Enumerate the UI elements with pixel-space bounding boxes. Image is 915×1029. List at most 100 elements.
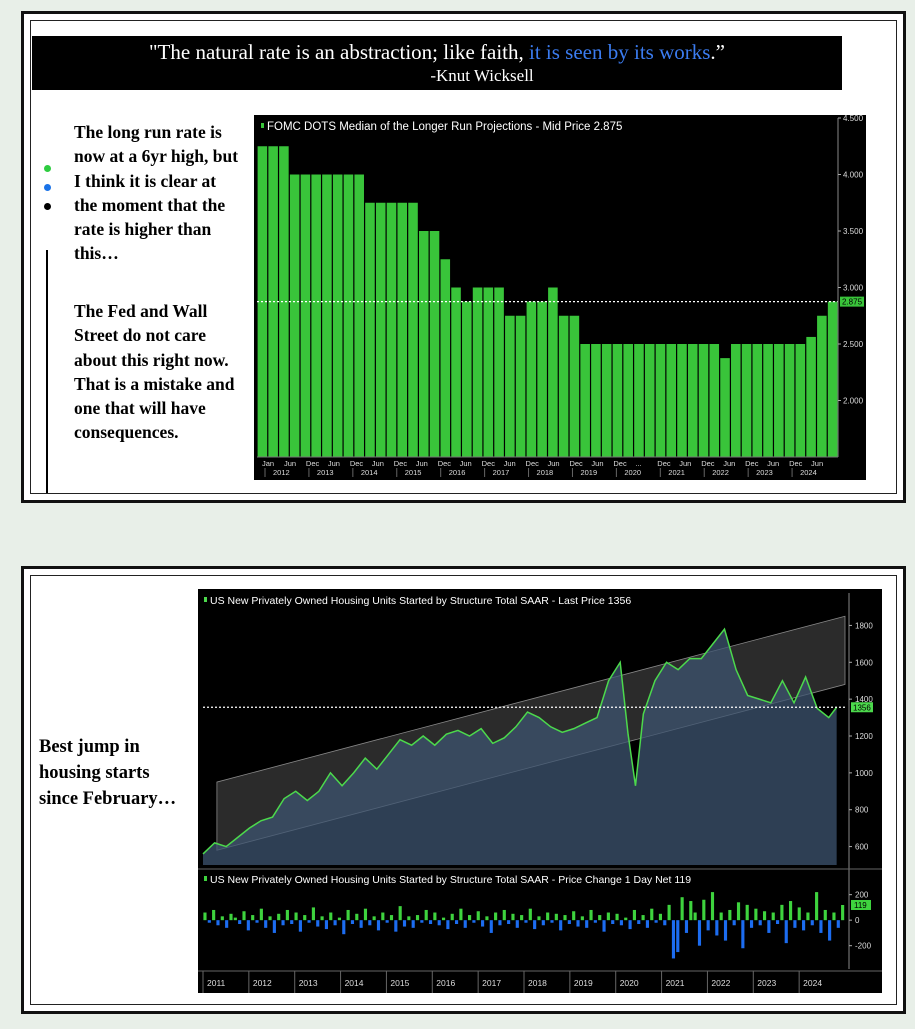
bar xyxy=(298,920,302,932)
last-value-tag xyxy=(840,296,864,307)
line-area xyxy=(203,629,837,865)
bar xyxy=(689,901,693,921)
bar xyxy=(294,912,298,921)
bar xyxy=(550,920,554,923)
y-tick-label: 1800 xyxy=(855,621,873,630)
y-tick-label: 1400 xyxy=(855,695,873,704)
x-tick-label: Dec xyxy=(745,459,759,468)
bar xyxy=(311,174,321,457)
x-tick-label: Dec xyxy=(569,459,583,468)
y-tick-label: 600 xyxy=(855,843,869,852)
bar xyxy=(731,344,741,457)
x-tick-label: Dec xyxy=(613,459,627,468)
bar xyxy=(754,908,758,921)
bar xyxy=(789,901,793,921)
last-value-tag xyxy=(851,702,873,713)
bar xyxy=(418,231,429,457)
bar xyxy=(354,174,364,457)
last-value-tag xyxy=(851,899,871,910)
bar xyxy=(483,287,494,457)
x-tick-label: Dec xyxy=(701,459,715,468)
x-year-label: 2019 xyxy=(574,978,593,988)
x-tick-label: Dec xyxy=(482,459,496,468)
bar xyxy=(728,909,732,921)
bar xyxy=(710,892,715,921)
bar xyxy=(259,908,263,921)
bar xyxy=(687,344,698,457)
bar xyxy=(706,920,710,931)
bar xyxy=(408,202,418,457)
series-line xyxy=(202,627,838,855)
bar xyxy=(810,920,814,926)
bar xyxy=(741,344,752,457)
x-year-label: 2017 xyxy=(482,978,501,988)
x-tick-label: Jun xyxy=(460,459,472,468)
bar xyxy=(589,909,593,921)
x-tick-label: Dec xyxy=(394,459,408,468)
bar xyxy=(841,904,845,921)
bar xyxy=(268,916,272,921)
bar xyxy=(644,344,655,457)
bar xyxy=(832,912,836,921)
slide-top-frame xyxy=(30,20,897,494)
bar xyxy=(307,920,311,923)
bar xyxy=(343,174,354,457)
bar xyxy=(515,920,519,928)
bar xyxy=(372,916,376,921)
bar xyxy=(485,916,489,921)
bar xyxy=(526,301,537,457)
x-tick-label: Jun xyxy=(372,459,384,468)
bar xyxy=(559,920,563,931)
chart-title: FOMC DOTS Median of the Longer Run Proje… xyxy=(267,121,622,133)
bar xyxy=(322,174,332,457)
black-bullet-icon xyxy=(44,203,51,210)
bar xyxy=(355,913,359,921)
bar xyxy=(775,920,780,924)
x-year-label: 2021 xyxy=(668,468,685,477)
bar xyxy=(677,344,687,457)
bar xyxy=(802,920,806,931)
bar xyxy=(212,909,216,921)
last-value-label: 119 xyxy=(854,901,867,910)
bar xyxy=(428,920,433,924)
x-tick-label: Dec xyxy=(657,459,671,468)
bar xyxy=(207,920,211,923)
bar xyxy=(424,909,428,921)
bar xyxy=(489,920,493,933)
bar xyxy=(632,909,636,921)
bar xyxy=(580,916,584,921)
bar xyxy=(615,913,619,921)
bar xyxy=(359,920,363,928)
bar xyxy=(593,920,597,923)
x-tick-label: Dec xyxy=(526,459,540,468)
bar xyxy=(541,920,545,926)
bar xyxy=(658,913,663,921)
y-tick-label: 4.000 xyxy=(843,171,864,180)
bar xyxy=(752,344,763,457)
bar xyxy=(693,912,697,921)
bar xyxy=(823,909,827,921)
bar xyxy=(407,916,411,921)
bar xyxy=(381,912,385,921)
bar xyxy=(277,913,281,921)
bar xyxy=(454,920,459,924)
bar xyxy=(709,344,720,457)
bar xyxy=(220,916,224,921)
bar xyxy=(758,920,762,926)
housing-starts-svg: US New Privately Owned Housing Units Sta… xyxy=(198,593,882,993)
bar xyxy=(806,912,810,921)
bar xyxy=(554,913,558,921)
bar xyxy=(337,917,342,921)
bar xyxy=(498,920,502,926)
bar xyxy=(242,911,246,921)
bar xyxy=(238,920,242,924)
bar xyxy=(203,912,207,921)
y-tick-label: 2.000 xyxy=(843,397,864,406)
x-tick-label: Jun xyxy=(767,459,779,468)
bar xyxy=(303,915,307,921)
bar xyxy=(780,904,784,921)
bar xyxy=(612,344,623,457)
x-tick-label: Jan xyxy=(262,459,274,468)
x-tick-label: Dec xyxy=(789,459,803,468)
x-year-label: 2024 xyxy=(803,978,822,988)
